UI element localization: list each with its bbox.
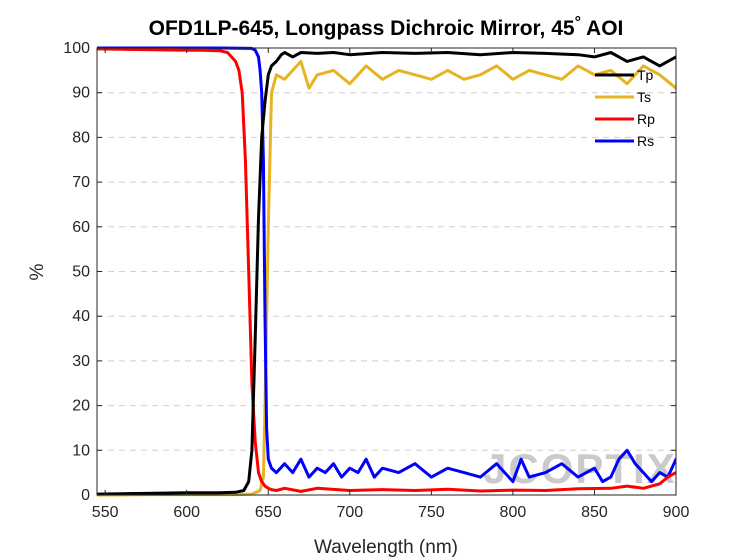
legend-label-rp: Rp [637,111,655,127]
legend: Tp Ts Rp Rs [595,67,655,149]
chart-title: OFD1LP-645, Longpass Dichroic Mirror, 45… [149,14,624,40]
legend-label-ts: Ts [637,89,651,105]
series-line-ts [97,59,676,497]
legend-label-rs: Rs [637,133,654,149]
y-axis-ticks: 0 10 20 30 40 50 60 70 80 90 100 [63,40,676,504]
y-tick-label: 50 [72,264,90,281]
y-tick-label: 100 [63,40,90,57]
y-tick-label: 20 [72,398,90,415]
x-tick-label: 900 [663,504,690,521]
chart-title-suffix: AOI [581,17,623,40]
x-tick-label: 700 [336,504,363,521]
y-axis-label: % [27,263,48,280]
x-axis-label: Wavelength (nm) [314,537,458,558]
y-tick-label: 90 [72,85,90,102]
y-tick-label: 30 [72,353,90,370]
y-tick-label: 0 [81,487,90,504]
x-tick-label: 850 [581,504,608,521]
x-tick-label: 650 [255,504,282,521]
series-line-rp [97,47,676,493]
x-tick-label: 550 [92,504,119,521]
series-line-rs [97,46,676,484]
y-tick-label: 60 [72,219,90,236]
grid-lines [97,92,676,451]
series-line-tp [97,51,676,496]
y-tick-label: 70 [72,174,90,191]
legend-label-tp: Tp [637,67,654,83]
y-tick-label: 10 [72,442,90,459]
x-axis-ticks: 550 600 650 700 750 800 850 900 [92,48,690,521]
x-tick-label: 800 [500,504,527,521]
x-tick-label: 750 [418,504,445,521]
watermark: JCOPTIX [483,445,677,492]
y-tick-label: 80 [72,129,90,146]
chart-title-main: OFD1LP-645, Longpass Dichroic Mirror, 45 [149,17,575,40]
series-layer [97,46,676,497]
y-tick-label: 40 [72,308,90,325]
x-tick-label: 600 [173,504,200,521]
chart-title-degree: ° [575,14,581,31]
